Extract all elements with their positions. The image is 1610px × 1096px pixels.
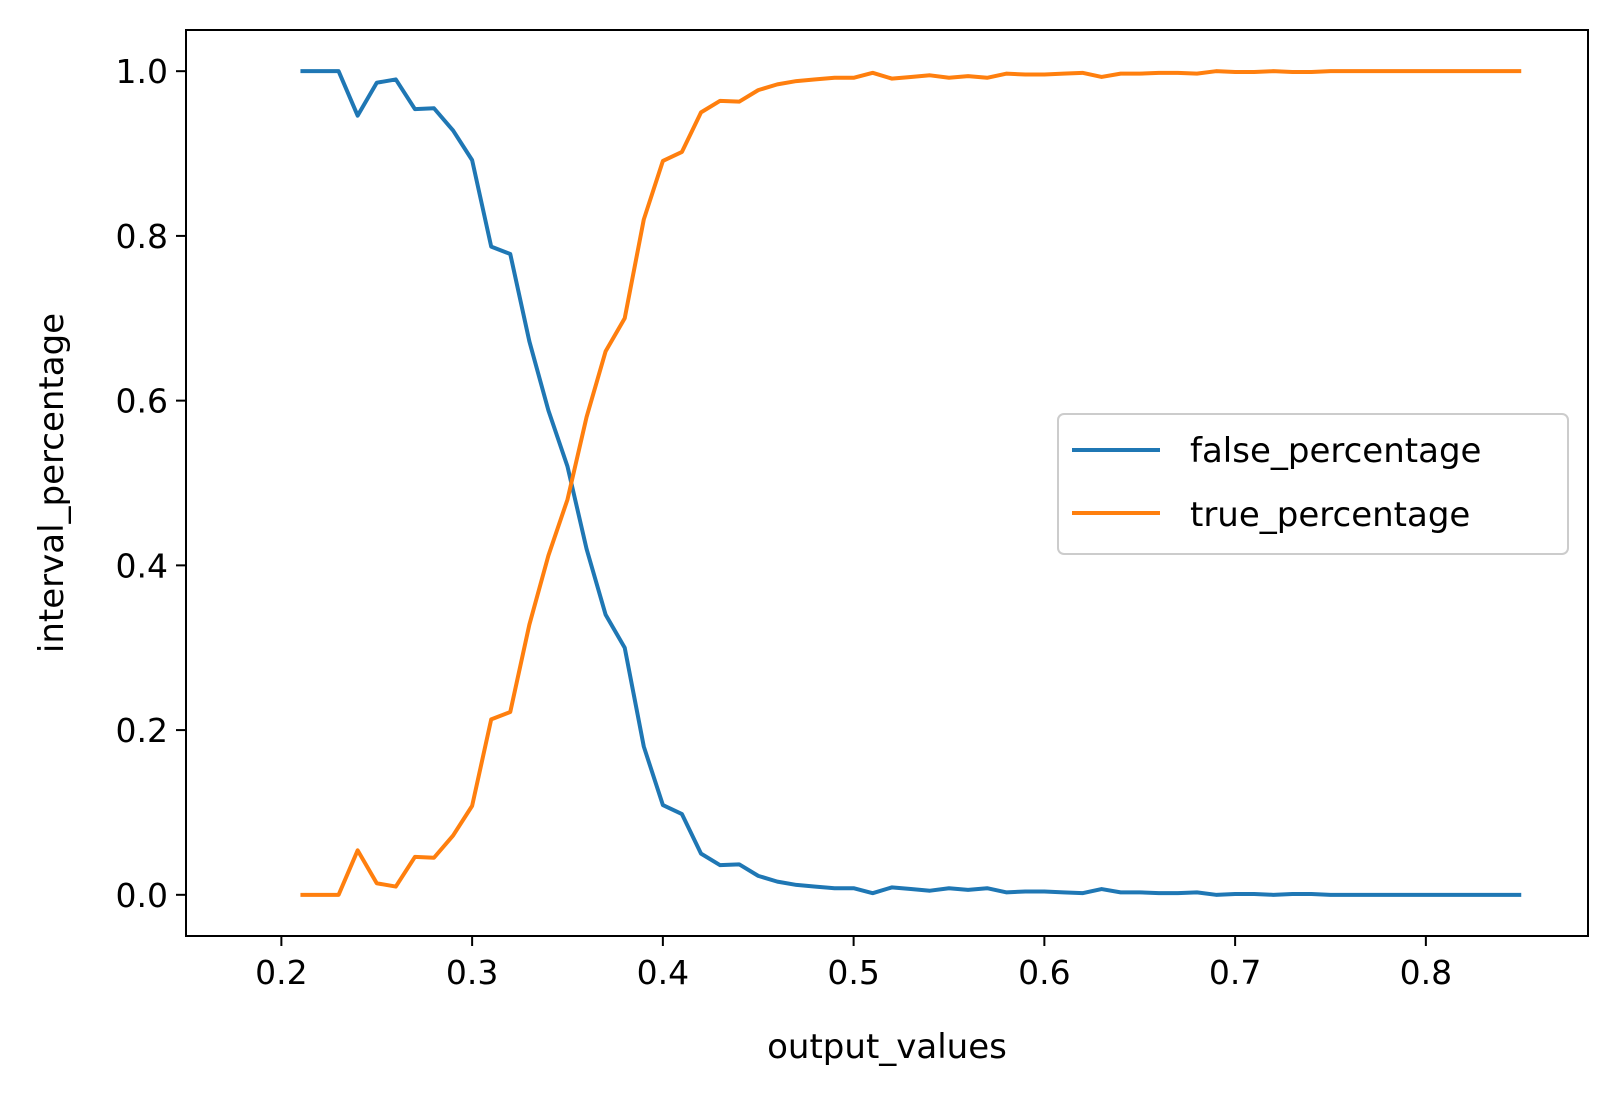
plot-lines: [300, 69, 1522, 897]
x-tick-label: 0.2: [255, 953, 307, 992]
y-axis-label: interval_percentage: [32, 313, 72, 653]
y-tick-label: 0.2: [116, 711, 168, 750]
legend-label-false-percentage: false_percentage: [1190, 431, 1481, 471]
x-tick-label: 0.4: [637, 953, 689, 992]
plot-frame: [185, 29, 1589, 937]
y-tick-label: 0.8: [116, 217, 168, 256]
x-axis-label: output_values: [767, 1027, 1007, 1067]
series-line-false-percentage: [300, 69, 1522, 897]
legend: false_percentage true_percentage: [1057, 413, 1569, 555]
y-tick-label: 0.6: [116, 382, 168, 421]
x-tick-label: 0.7: [1209, 953, 1261, 992]
y-tick-label: 0.4: [116, 546, 168, 585]
legend-box: [1057, 413, 1569, 555]
x-tick-label: 0.6: [1018, 953, 1070, 992]
y-axis: 0.0 0.2 0.4 0.6 0.8 1.0: [116, 52, 186, 915]
y-tick-label: 0.0: [116, 876, 168, 915]
x-tick-label: 0.8: [1400, 953, 1452, 992]
x-tick-label: 0.3: [446, 953, 498, 992]
series-line-true-percentage: [300, 69, 1522, 897]
x-tick-label: 0.5: [827, 953, 879, 992]
legend-label-true-percentage: true_percentage: [1190, 495, 1470, 535]
y-tick-label: 1.0: [116, 52, 168, 91]
x-axis: 0.2 0.3 0.4 0.5 0.6 0.7 0.8: [255, 936, 1452, 992]
